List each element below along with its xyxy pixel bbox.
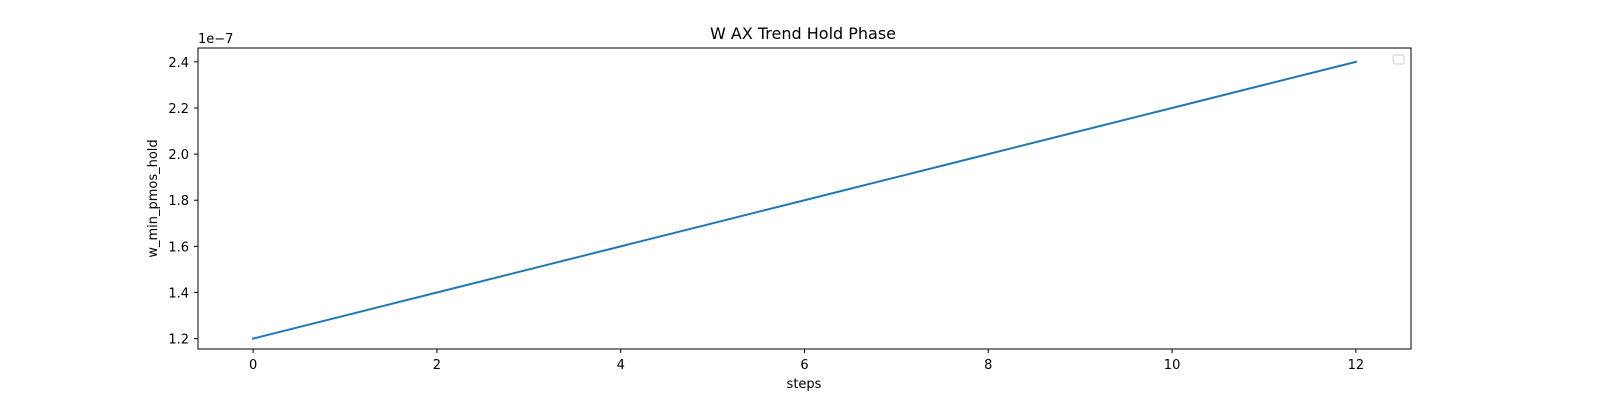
x-tick-label: 8 — [984, 358, 992, 373]
y-axis-label: w_min_pmos_hold — [146, 139, 161, 257]
x-tick-label: 4 — [617, 358, 625, 373]
y-tick-label: 2.0 — [168, 148, 189, 163]
y-axis-offset-label: 1e−7 — [198, 32, 233, 47]
x-tick-label: 6 — [800, 358, 808, 373]
y-tick-label: 2.4 — [168, 56, 189, 71]
y-tick-label: 1.4 — [168, 286, 189, 301]
y-tick-label: 1.2 — [168, 333, 189, 348]
y-axis: 1.2 1.4 1.6 1.8 2.0 2.2 2.4 — [168, 56, 198, 348]
y-tick-label: 1.8 — [168, 194, 189, 209]
x-tick-label: 0 — [249, 358, 257, 373]
series-line — [251, 60, 1358, 340]
x-tick-label: 10 — [1164, 358, 1181, 373]
x-tick-label: 2 — [433, 358, 441, 373]
y-tick-label: 1.6 — [168, 240, 189, 255]
chart-title: W AX Trend Hold Phase — [710, 24, 896, 43]
y-tick-label: 2.2 — [168, 102, 189, 117]
legend-box — [1392, 54, 1405, 65]
series-layer — [251, 60, 1358, 340]
x-tick-label: 12 — [1348, 358, 1365, 373]
x-axis-label: steps — [787, 377, 822, 392]
x-axis: 0 2 4 6 8 10 12 — [249, 349, 1364, 373]
